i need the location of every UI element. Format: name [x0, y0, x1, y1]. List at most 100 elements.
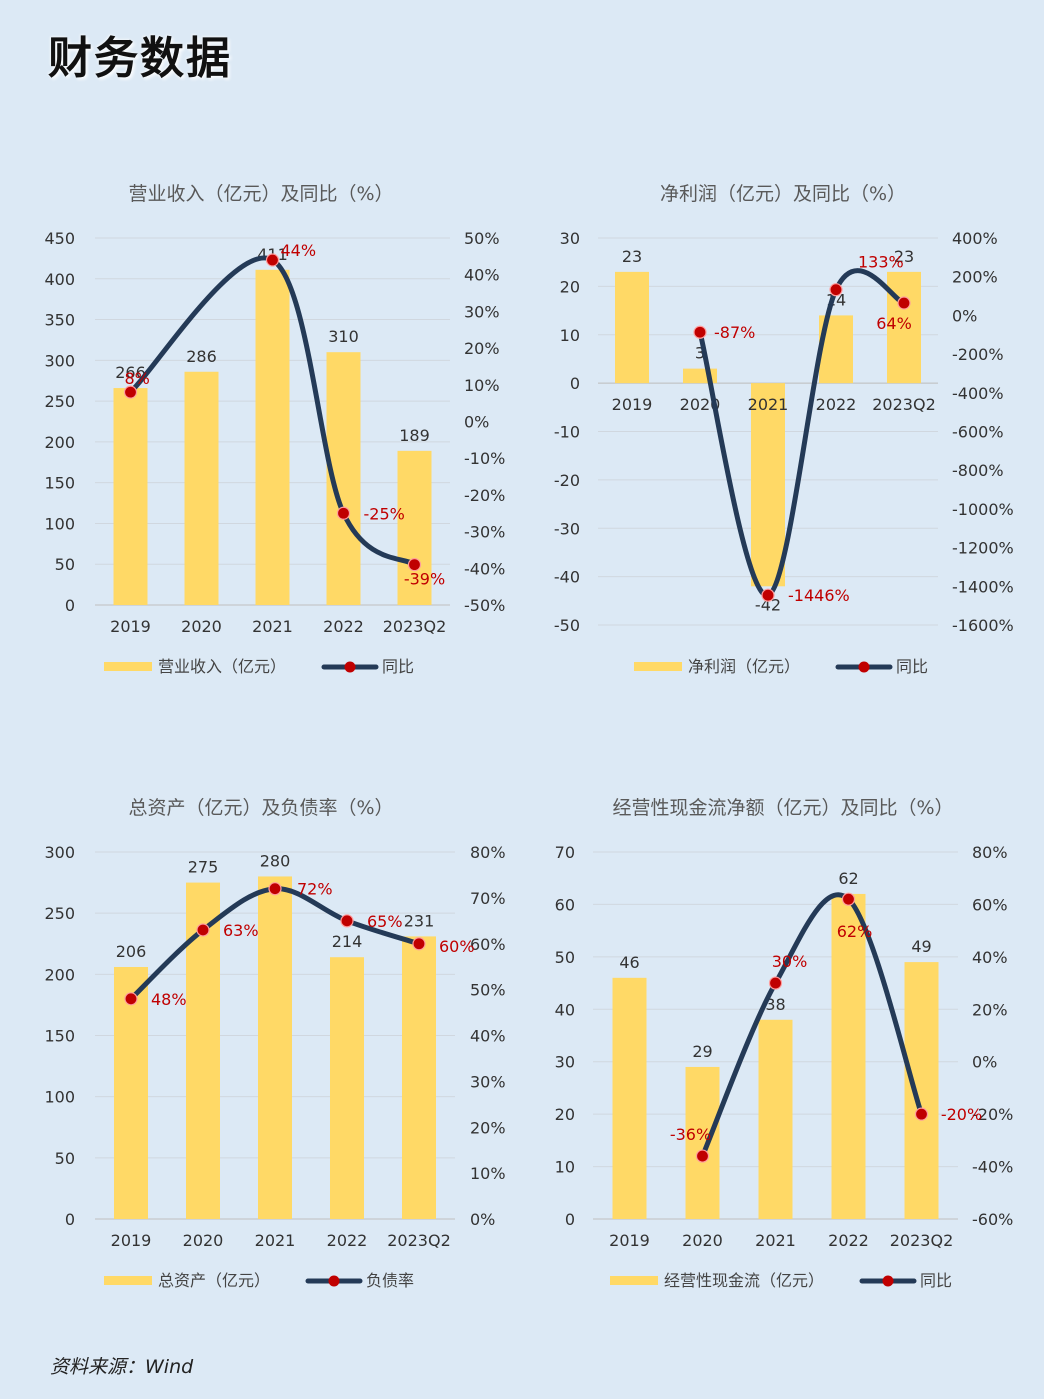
legend-bar-swatch: [634, 662, 682, 671]
chart-title: 净利润（亿元）及同比（%）: [660, 183, 906, 205]
bar: [255, 269, 290, 605]
x-tick-label: 2021: [755, 1231, 796, 1250]
net-profit-chart: 净利润（亿元）及同比（%） -50 -40 -30 -20 -10 0 10 20 30 -1600…: [522, 170, 1044, 710]
line-marker: [268, 882, 282, 896]
right-tick-label: 20%: [972, 1000, 1008, 1019]
bar: [114, 966, 148, 1219]
right-tick-label: -30%: [464, 523, 505, 542]
bar-value-label: 189: [399, 426, 430, 445]
line-marker: [695, 1149, 710, 1163]
legend-bar-label: 经营性现金流（亿元）: [664, 1271, 824, 1290]
line-value-label: 48%: [151, 990, 187, 1009]
chart-title: 经营性现金流净额（亿元）及同比（%）: [612, 797, 953, 819]
line-marker: [340, 914, 354, 928]
left-tick-label: -50: [554, 616, 580, 635]
right-tick-label: 80%: [470, 843, 506, 862]
x-tick-label: 2022: [327, 1231, 368, 1250]
right-tick-label: 30%: [470, 1072, 506, 1091]
left-tick-label: 30: [555, 1053, 575, 1072]
data-source: 资料来源：Wind: [50, 1356, 194, 1378]
bar: [615, 271, 649, 384]
line-marker: [897, 296, 911, 310]
left-tick-label: 20: [560, 277, 580, 296]
bar-value-label: 286: [186, 347, 217, 366]
bar-value-label: 310: [328, 327, 359, 346]
right-tick-label: -50%: [464, 596, 505, 615]
right-tick-label: 10%: [464, 376, 500, 395]
line-marker: [761, 588, 775, 602]
x-tick-label: 2021: [748, 395, 789, 414]
line-value-label: 8%: [125, 369, 150, 388]
x-tick-label: 2021: [255, 1231, 296, 1250]
left-tick-label: 200: [44, 433, 75, 452]
right-tick-label: 0%: [464, 413, 489, 432]
left-tick-label: 150: [44, 474, 75, 493]
right-tick-label: 20%: [464, 339, 500, 358]
chart-svg: 经营性现金流净额（亿元）及同比（%） 0 10 20 30 40 50 60 70 -60% -40…: [555, 797, 1014, 1290]
bar: [831, 893, 866, 1219]
total-assets-chart: 总资产（亿元）及负债率（%） 0 50 100 150 200 250 300 0% 10% 20%…: [0, 784, 522, 1324]
left-tick-label: 350: [44, 311, 75, 330]
right-tick-label: 200%: [952, 268, 998, 287]
bar-value-label: 23: [622, 247, 642, 266]
legend-bar-label: 营业收入（亿元）: [158, 657, 286, 676]
legend-line-marker: [858, 661, 870, 673]
right-tick-label: 0%: [952, 306, 977, 325]
line-value-label: 133%: [858, 253, 904, 272]
x-tick-label: 2022: [828, 1231, 869, 1250]
left-tick-label: -10: [554, 423, 580, 442]
right-tick-label: 10%: [470, 1164, 506, 1183]
bar-value-label: 62: [838, 869, 858, 888]
bar: [904, 962, 939, 1219]
legend-line-label: 负债率: [366, 1271, 414, 1290]
right-tick-label: -20%: [464, 486, 505, 505]
legend-bar-swatch: [610, 1276, 658, 1285]
bar: [751, 383, 785, 587]
left-tick-label: 10: [560, 326, 580, 345]
x-tick-label: 2021: [252, 617, 293, 636]
right-tick-label: 40%: [464, 266, 500, 285]
right-tick-label: 40%: [470, 1027, 506, 1046]
line-marker: [693, 325, 707, 339]
page-title: 财务数据: [48, 33, 232, 84]
line-marker: [196, 923, 210, 937]
x-tick-label: 2022: [816, 395, 857, 414]
legend-bar-label: 总资产（亿元）: [158, 1271, 270, 1290]
left-tick-label: 50: [55, 1149, 75, 1168]
x-tick-label: 2023Q2: [872, 395, 936, 414]
legend-line-label: 同比: [896, 657, 928, 676]
left-tick-label: 0: [65, 596, 75, 615]
right-tick-label: 0%: [972, 1053, 997, 1072]
bar: [402, 936, 436, 1219]
chart-svg: 净利润（亿元）及同比（%） -50 -40 -30 -20 -10 0 10 20 30 -1600…: [554, 183, 1014, 676]
bar-value-label: 231: [404, 911, 435, 930]
left-tick-label: -40: [554, 568, 580, 587]
left-tick-label: 100: [44, 1088, 75, 1107]
right-tick-label: -1000%: [952, 500, 1014, 519]
legend-line-marker: [882, 1275, 894, 1287]
left-tick-label: -20: [554, 471, 580, 490]
line-marker: [123, 385, 138, 399]
left-tick-label: -30: [554, 519, 580, 538]
right-tick-label: 40%: [972, 948, 1008, 967]
left-tick-label: 50: [55, 555, 75, 574]
x-tick-label: 2020: [682, 1231, 723, 1250]
bar-value-label: 214: [332, 932, 363, 951]
line-marker: [841, 892, 856, 906]
x-tick-label: 2020: [183, 1231, 224, 1250]
left-tick-label: 30: [560, 229, 580, 248]
bar: [685, 1066, 720, 1219]
left-tick-label: 40: [555, 1000, 575, 1019]
right-tick-label: -20%: [972, 1105, 1013, 1124]
bar-value-label: 38: [765, 995, 785, 1014]
bar-value-label: 23: [894, 247, 914, 266]
series-line: [697, 268, 907, 598]
chart-title: 营业收入（亿元）及同比（%）: [128, 183, 393, 205]
bar-value-label: -42: [755, 595, 781, 614]
right-tick-label: 80%: [972, 843, 1008, 862]
x-tick-label: 2019: [609, 1231, 650, 1250]
chart-svg: 总资产（亿元）及负债率（%） 0 50 100 150 200 250 300 0% 10% 20%…: [44, 797, 506, 1290]
x-tick-label: 2019: [612, 395, 653, 414]
bar: [397, 450, 432, 605]
left-tick-label: 300: [44, 843, 75, 862]
